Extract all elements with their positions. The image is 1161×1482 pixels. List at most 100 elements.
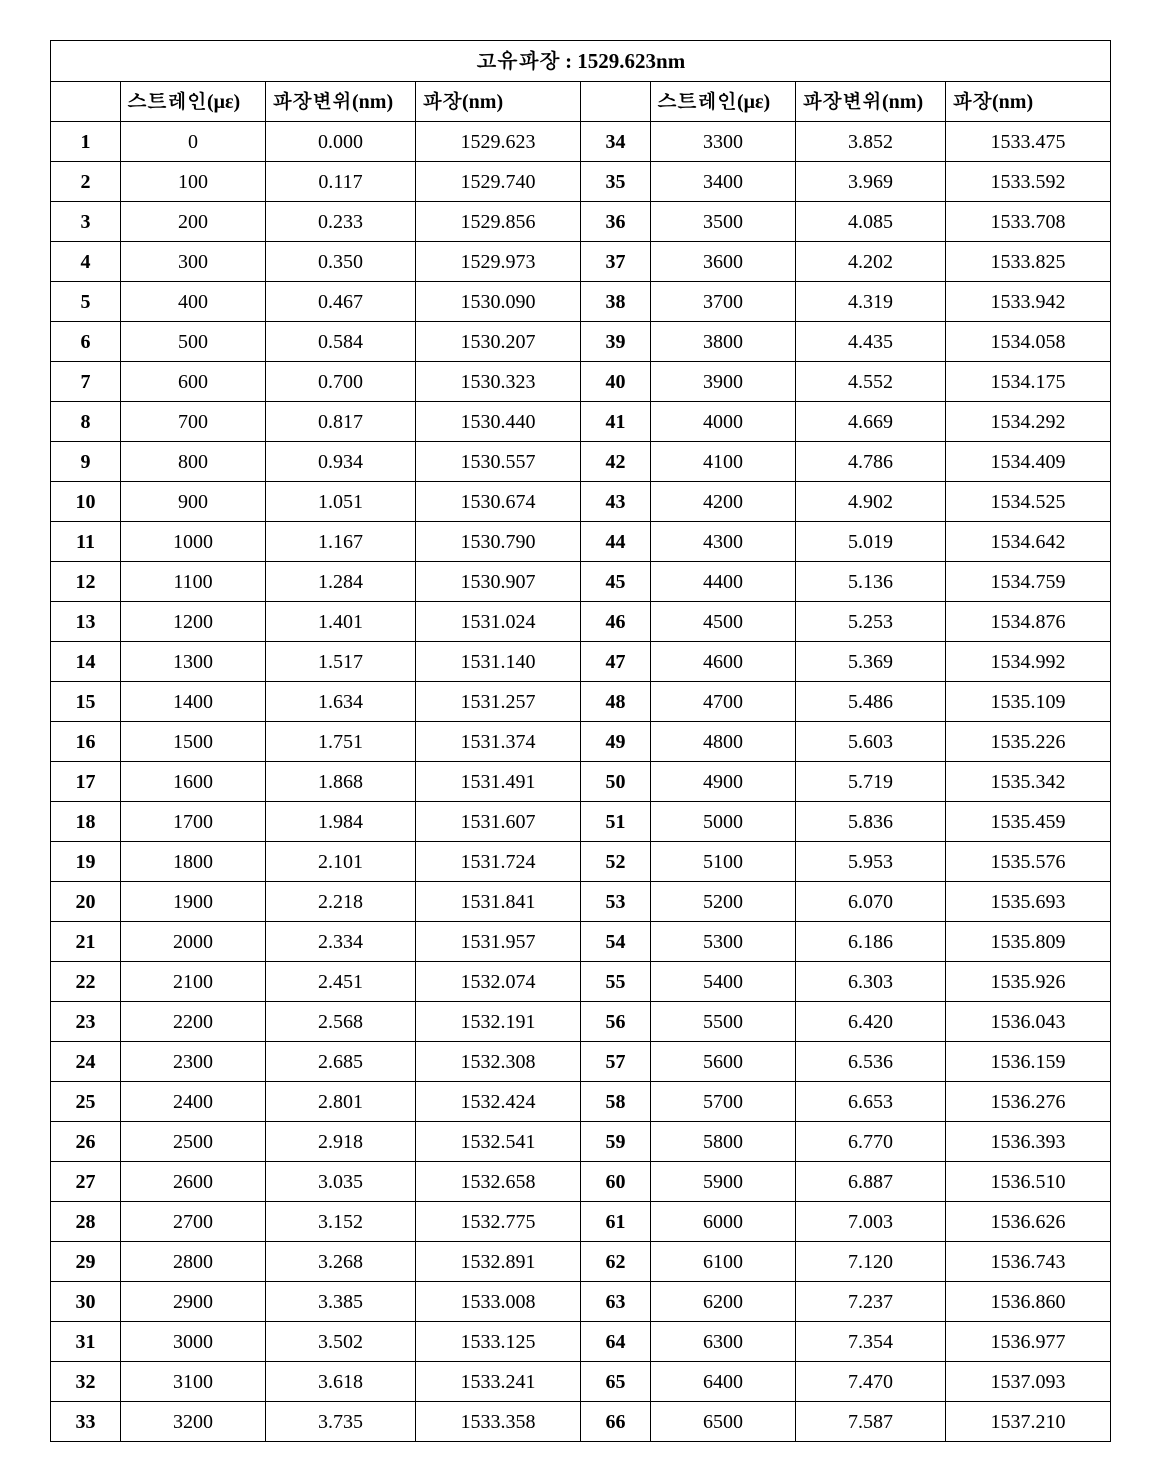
table-row: 1615001.7511531.3744948005.6031535.226	[51, 722, 1111, 762]
row-wl-left: 1532.658	[416, 1162, 581, 1202]
table-row: 3332003.7351533.3586665007.5871537.210	[51, 1402, 1111, 1442]
row-shift-left: 0.934	[266, 442, 416, 482]
table-header-row: 스트레인(με) 파장변위(nm) 파장(nm) 스트레인(με) 파장변위(n…	[51, 82, 1111, 122]
table-row: 1211001.2841530.9074544005.1361534.759	[51, 562, 1111, 602]
row-wl-right: 1535.926	[946, 962, 1111, 1002]
row-wl-right: 1534.642	[946, 522, 1111, 562]
row-wl-right: 1534.175	[946, 362, 1111, 402]
row-strain-left: 600	[121, 362, 266, 402]
row-index-left: 10	[51, 482, 121, 522]
row-strain-right: 5700	[651, 1082, 796, 1122]
row-index-right: 38	[581, 282, 651, 322]
row-wl-right: 1534.409	[946, 442, 1111, 482]
table-row: 109001.0511530.6744342004.9021534.525	[51, 482, 1111, 522]
table-row: 1817001.9841531.6075150005.8361535.459	[51, 802, 1111, 842]
row-strain-left: 1500	[121, 722, 266, 762]
row-shift-right: 4.202	[796, 242, 946, 282]
row-shift-left: 3.152	[266, 1202, 416, 1242]
row-index-left: 14	[51, 642, 121, 682]
row-index-left: 1	[51, 122, 121, 162]
row-shift-right: 4.085	[796, 202, 946, 242]
header-strain-right: 스트레인(με)	[651, 82, 796, 122]
row-index-right: 55	[581, 962, 651, 1002]
row-wl-left: 1531.374	[416, 722, 581, 762]
row-index-right: 52	[581, 842, 651, 882]
row-index-left: 27	[51, 1162, 121, 1202]
row-wl-left: 1532.191	[416, 1002, 581, 1042]
row-shift-left: 1.984	[266, 802, 416, 842]
row-shift-right: 5.136	[796, 562, 946, 602]
table-row: 65000.5841530.2073938004.4351534.058	[51, 322, 1111, 362]
row-shift-right: 7.237	[796, 1282, 946, 1322]
row-wl-left: 1532.775	[416, 1202, 581, 1242]
row-strain-left: 3200	[121, 1402, 266, 1442]
row-strain-right: 3400	[651, 162, 796, 202]
row-index-left: 30	[51, 1282, 121, 1322]
row-wl-right: 1533.475	[946, 122, 1111, 162]
row-shift-left: 0.584	[266, 322, 416, 362]
row-strain-left: 2500	[121, 1122, 266, 1162]
row-shift-left: 1.401	[266, 602, 416, 642]
row-strain-right: 4000	[651, 402, 796, 442]
row-index-right: 39	[581, 322, 651, 362]
row-index-left: 8	[51, 402, 121, 442]
table-row: 1110001.1671530.7904443005.0191534.642	[51, 522, 1111, 562]
row-wl-left: 1531.491	[416, 762, 581, 802]
row-shift-right: 7.587	[796, 1402, 946, 1442]
row-wl-right: 1534.292	[946, 402, 1111, 442]
table-row: 98000.9341530.5574241004.7861534.409	[51, 442, 1111, 482]
row-wl-right: 1537.210	[946, 1402, 1111, 1442]
row-strain-right: 3600	[651, 242, 796, 282]
table-title: 고유파장 : 1529.623nm	[51, 41, 1111, 82]
row-wl-right: 1536.043	[946, 1002, 1111, 1042]
row-shift-right: 4.902	[796, 482, 946, 522]
row-wl-right: 1534.992	[946, 642, 1111, 682]
row-index-left: 32	[51, 1362, 121, 1402]
row-shift-left: 2.801	[266, 1082, 416, 1122]
row-strain-left: 3100	[121, 1362, 266, 1402]
row-wl-right: 1536.393	[946, 1122, 1111, 1162]
table-row: 87000.8171530.4404140004.6691534.292	[51, 402, 1111, 442]
row-wl-left: 1531.724	[416, 842, 581, 882]
row-index-right: 46	[581, 602, 651, 642]
row-index-left: 17	[51, 762, 121, 802]
row-strain-right: 4900	[651, 762, 796, 802]
row-wl-left: 1532.074	[416, 962, 581, 1002]
row-shift-left: 1.167	[266, 522, 416, 562]
row-wl-right: 1535.342	[946, 762, 1111, 802]
row-strain-right: 3300	[651, 122, 796, 162]
row-strain-left: 2000	[121, 922, 266, 962]
row-wl-right: 1535.809	[946, 922, 1111, 962]
row-strain-right: 3900	[651, 362, 796, 402]
row-strain-left: 1700	[121, 802, 266, 842]
row-strain-right: 5500	[651, 1002, 796, 1042]
row-strain-right: 4100	[651, 442, 796, 482]
row-wl-left: 1533.241	[416, 1362, 581, 1402]
row-index-left: 31	[51, 1322, 121, 1362]
table-row: 100.0001529.6233433003.8521533.475	[51, 122, 1111, 162]
row-shift-left: 3.502	[266, 1322, 416, 1362]
row-shift-right: 3.969	[796, 162, 946, 202]
row-strain-left: 1400	[121, 682, 266, 722]
row-wl-left: 1530.907	[416, 562, 581, 602]
row-index-right: 47	[581, 642, 651, 682]
row-index-left: 15	[51, 682, 121, 722]
row-wl-right: 1533.708	[946, 202, 1111, 242]
row-index-right: 40	[581, 362, 651, 402]
row-wl-left: 1531.257	[416, 682, 581, 722]
row-index-right: 64	[581, 1322, 651, 1362]
row-shift-right: 6.186	[796, 922, 946, 962]
row-wl-left: 1532.308	[416, 1042, 581, 1082]
header-shift-right: 파장변위(nm)	[796, 82, 946, 122]
row-index-left: 21	[51, 922, 121, 962]
row-index-left: 7	[51, 362, 121, 402]
row-strain-left: 2100	[121, 962, 266, 1002]
row-wl-right: 1536.743	[946, 1242, 1111, 1282]
row-strain-right: 4200	[651, 482, 796, 522]
row-strain-right: 6200	[651, 1282, 796, 1322]
row-wl-left: 1533.008	[416, 1282, 581, 1322]
row-wl-left: 1532.424	[416, 1082, 581, 1122]
row-index-left: 16	[51, 722, 121, 762]
row-wl-left: 1529.973	[416, 242, 581, 282]
row-index-right: 43	[581, 482, 651, 522]
